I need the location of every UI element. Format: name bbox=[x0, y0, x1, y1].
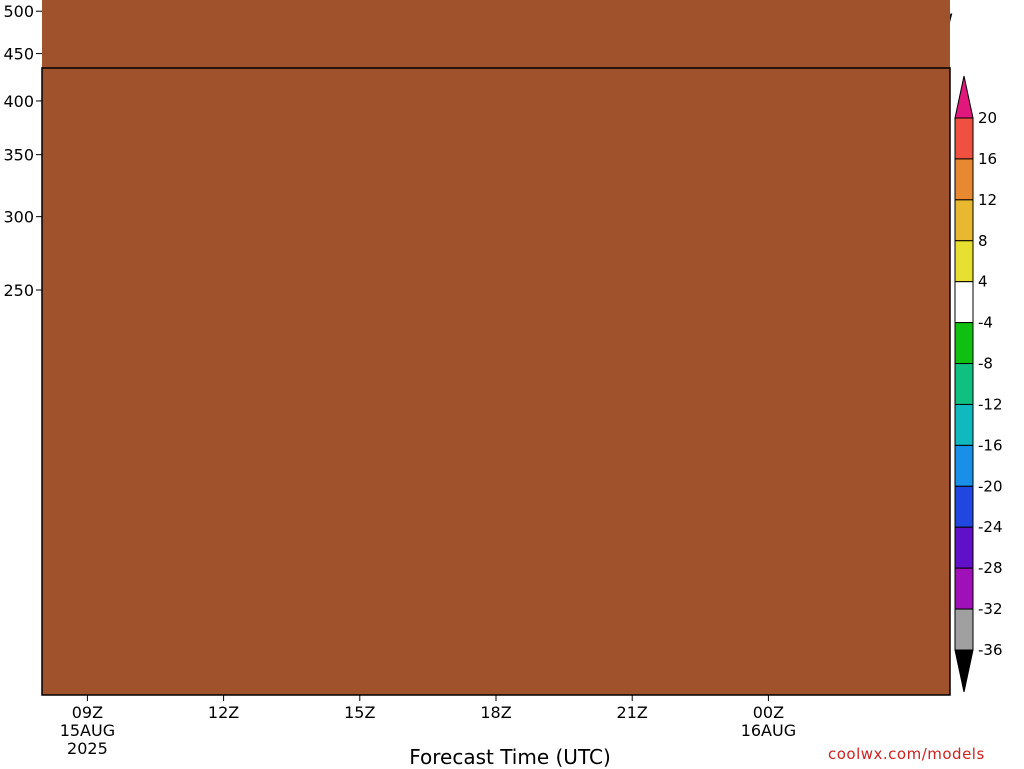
x-tick-date: 15AUG bbox=[60, 721, 115, 740]
colorbar-tick-label: -16 bbox=[978, 436, 1003, 454]
colorbar-tick-label: -28 bbox=[978, 559, 1003, 577]
x-tick-label: 18Z bbox=[480, 703, 511, 722]
colorbar-segment bbox=[954, 608, 974, 651]
colorbar-segment bbox=[954, 240, 974, 283]
y-tick-label: 400 bbox=[3, 92, 34, 111]
colorbar-segment bbox=[954, 403, 974, 446]
colorbar-segment bbox=[954, 199, 974, 242]
colorbar-tick-label: -4 bbox=[978, 314, 993, 332]
colorbar-tick-label: -36 bbox=[978, 641, 1003, 659]
colorbar-segment bbox=[954, 117, 974, 160]
colorbar-tick-label: -20 bbox=[978, 477, 1003, 495]
y-tick-label: 500 bbox=[3, 2, 34, 21]
colorbar-tick-label: 16 bbox=[978, 150, 997, 168]
colorbar-segment bbox=[954, 158, 974, 201]
y-tick-label: 450 bbox=[3, 45, 34, 64]
colorbar-tick-label: -12 bbox=[978, 395, 1003, 413]
y-tick-label: 250 bbox=[3, 281, 34, 300]
x-tick-label: 15Z bbox=[344, 703, 375, 722]
y-tick-label: 300 bbox=[3, 208, 34, 227]
colorbar-tick-label: 20 bbox=[978, 109, 997, 127]
colorbar-top-extension bbox=[954, 75, 974, 119]
colorbar-tick-label: 4 bbox=[978, 273, 988, 291]
colorbar-tick-label: 12 bbox=[978, 191, 997, 209]
colorbar-bottom-extension bbox=[954, 649, 974, 693]
x-tick-label: 12Z bbox=[208, 703, 239, 722]
colorbar-segment bbox=[954, 444, 974, 487]
x-tick-year: 2025 bbox=[67, 739, 108, 758]
x-tick-label: 09Z bbox=[72, 703, 103, 722]
colorbar-segment bbox=[954, 281, 974, 324]
colorbar-segment bbox=[954, 485, 974, 528]
colorbar-tick-label: -32 bbox=[978, 600, 1003, 618]
ground-fill bbox=[42, 0, 950, 695]
x-tick-label: 00Z bbox=[753, 703, 784, 722]
colorbar-legend: 20 16 12 8 4 -4 -8 -12 -16 -20 -24 -28 -32 -36 bbox=[954, 75, 1003, 693]
ground-layer bbox=[42, 0, 950, 695]
y-axis: 2503003504004505005506006507007508008509… bbox=[3, 2, 42, 300]
colorbar-segment bbox=[954, 363, 974, 405]
colorbar-segment bbox=[954, 567, 974, 610]
x-tick-date: 16AUG bbox=[741, 721, 796, 740]
colorbar-tick-label: -8 bbox=[978, 355, 993, 373]
colorbar-tick-label: 8 bbox=[978, 232, 988, 250]
colorbar-segment bbox=[954, 322, 974, 365]
x-tick-label: 21Z bbox=[617, 703, 648, 722]
x-axis-label: Forecast Time (UTC) bbox=[409, 745, 611, 769]
y-tick-label: 350 bbox=[3, 146, 34, 165]
credit-text: coolwx.com/models bbox=[828, 745, 985, 763]
colorbar-segment bbox=[954, 526, 974, 569]
colorbar-tick-label: -24 bbox=[978, 518, 1003, 536]
